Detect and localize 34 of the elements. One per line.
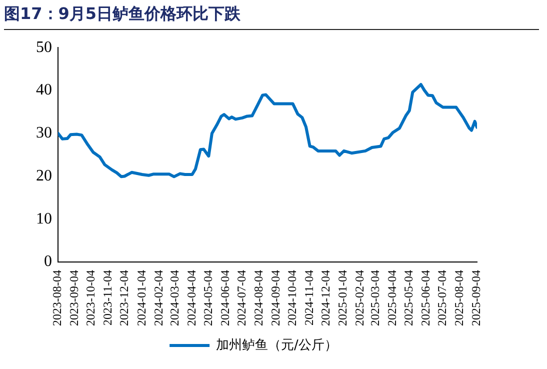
x-tick-label: 2024-06-04 (218, 270, 232, 326)
x-tick-label: 2024-02-04 (151, 270, 166, 326)
x-tick-label: 2023-12-04 (117, 270, 132, 326)
x-tick-label: 2024-04-04 (184, 270, 198, 326)
x-tick-label: 2023-10-04 (84, 270, 98, 326)
x-tick-label: 2025-07-04 (435, 270, 450, 326)
legend-label: 加州鲈鱼（元/公斤） (216, 338, 338, 353)
x-tick-label: 2024-11-04 (302, 270, 316, 326)
x-tick-label: 2024-03-04 (167, 270, 182, 326)
y-tick-label: 20 (36, 167, 52, 184)
x-tick-label: 2024-09-04 (268, 270, 282, 326)
y-tick-label: 50 (36, 38, 52, 56)
y-tick-label: 30 (36, 124, 52, 142)
y-tick-label: 10 (36, 210, 52, 228)
x-tick-label: 2024-08-04 (251, 270, 266, 326)
x-tick-label: 2025-04-04 (385, 270, 400, 326)
x-tick-label: 2025-06-04 (418, 270, 433, 326)
x-tick-label: 2025-09-04 (469, 270, 484, 326)
x-tick-label: 2024-10-04 (284, 270, 299, 326)
x-tick-label: 2025-02-04 (352, 270, 367, 326)
y-tick-label: 0 (44, 253, 52, 270)
x-tick-label: 2025-01-04 (336, 270, 350, 326)
x-tick-label: 2024-05-04 (200, 270, 215, 326)
y-tick-label: 40 (36, 82, 52, 99)
x-tick-label: 2024-07-04 (234, 270, 248, 326)
x-tick-label: 2023-11-04 (100, 270, 115, 326)
x-tick-label: 2025-05-04 (402, 270, 416, 326)
x-tick-label: 2024-12-04 (318, 270, 332, 326)
x-tick-label: 2023-08-04 (50, 270, 64, 326)
x-tick-label: 2025-08-04 (452, 270, 466, 326)
x-tick-label: 2025-03-04 (368, 270, 382, 326)
x-tick-label: 2024-01-04 (134, 270, 148, 326)
x-tick-label: 2023-09-04 (67, 270, 82, 326)
chart-title: 图17：9月5日鲈鱼价格环比下跌 (4, 4, 539, 30)
